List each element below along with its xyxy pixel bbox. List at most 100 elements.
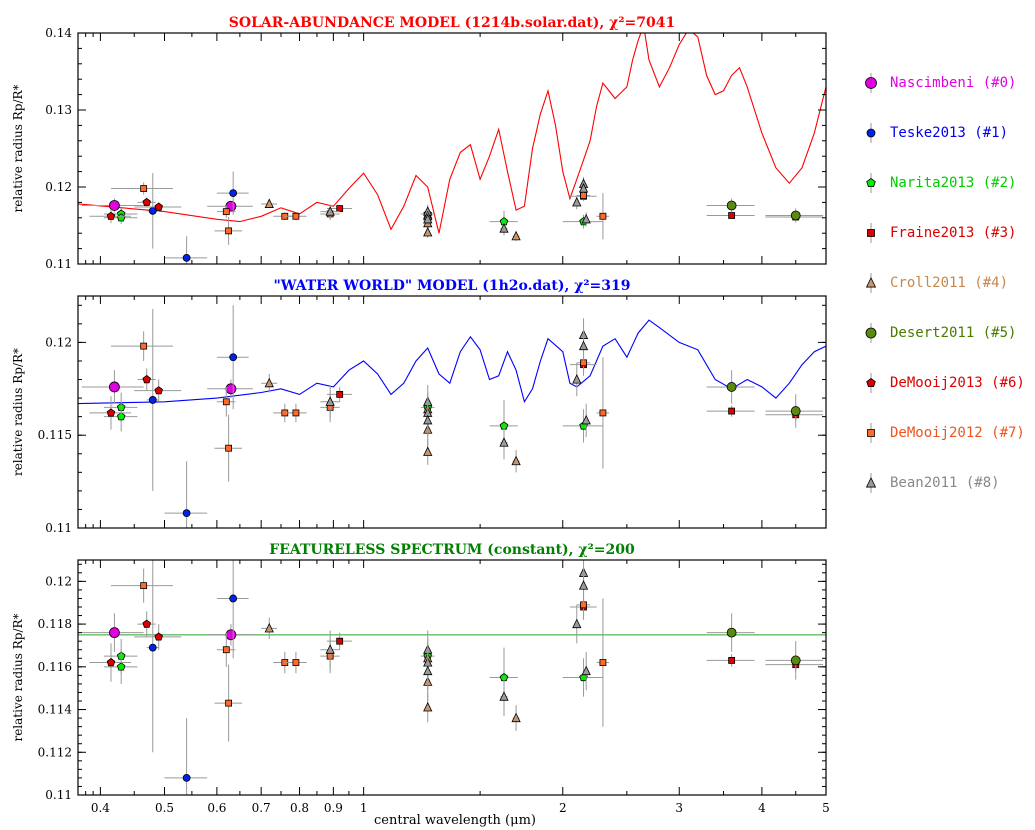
data-marker [264, 622, 274, 633]
y-tick-label: 0.12 [45, 574, 72, 588]
data-point [320, 385, 340, 419]
data-point [423, 651, 433, 691]
data-marker [225, 227, 233, 235]
data-point [765, 394, 824, 428]
legend-symbol [867, 229, 875, 237]
legend-item: Nascimbeni (#0) [860, 71, 1016, 95]
data-marker [728, 212, 736, 219]
data-marker [182, 253, 191, 262]
data-marker [726, 627, 737, 638]
data-point [423, 226, 433, 238]
y-tick-label: 0.11 [45, 521, 72, 535]
x-tick-label: 4 [758, 801, 766, 815]
data-point [110, 568, 173, 603]
data-marker [599, 659, 607, 666]
data-marker [148, 206, 157, 215]
legend-item: Croll2011 (#4) [860, 271, 1008, 295]
legend-label: Narita2013 (#2) [890, 175, 1017, 191]
data-marker [106, 658, 116, 667]
data-marker [225, 383, 237, 395]
data-point [81, 198, 144, 213]
data-marker [225, 629, 237, 641]
legend-marker [865, 323, 877, 343]
data-point [146, 173, 159, 249]
data-point [89, 209, 132, 224]
data-point [284, 403, 307, 423]
model-curve [78, 33, 826, 234]
data-point [706, 405, 755, 417]
legend-label: Bean2011 (#8) [890, 475, 1000, 491]
data-point [572, 362, 582, 397]
data-marker [142, 619, 151, 628]
data-marker [511, 455, 521, 466]
data-point [137, 197, 156, 208]
data-point [103, 401, 138, 432]
data-point [326, 632, 352, 650]
y-tick-label: 0.118 [38, 617, 72, 631]
data-point [81, 613, 144, 652]
data-point [89, 643, 132, 682]
data-point [207, 624, 253, 646]
data-marker [225, 444, 233, 452]
legend-symbol [866, 378, 876, 388]
data-point [81, 370, 144, 404]
legend-item: Bean2011 (#8) [860, 471, 1000, 495]
data-point [261, 373, 278, 393]
x-tick-label: 5 [822, 801, 830, 815]
data-marker [229, 353, 238, 362]
data-point [164, 236, 208, 264]
y-tick-label: 0.11 [45, 788, 72, 802]
legend-symbol [867, 429, 875, 437]
data-point [164, 718, 208, 795]
data-point [320, 630, 340, 669]
legend-item: Desert2011 (#5) [860, 321, 1016, 345]
legend-marker [866, 173, 876, 193]
data-marker [225, 699, 233, 707]
data-point [103, 649, 138, 684]
panel-2: "WATER WORLD" MODEL (1h2o.dat), χ²=319 0.… [11, 278, 827, 535]
data-marker [578, 580, 589, 590]
data-point [214, 414, 243, 482]
legend-marker [865, 73, 877, 93]
data-marker [726, 382, 737, 392]
data-point [137, 368, 156, 391]
data-marker [790, 210, 801, 221]
data-marker [109, 200, 120, 211]
x-tick-label: 0.9 [324, 801, 343, 815]
legend-marker [865, 473, 877, 493]
data-marker [423, 665, 433, 676]
panel-1: SOLAR-ABUNDANCE MODEL (1214b.solar.dat),… [11, 15, 827, 271]
data-marker [578, 340, 589, 351]
legend-label: Nascimbeni (#0) [890, 75, 1017, 91]
legend-item: DeMooij2013 (#6) [860, 371, 1025, 395]
data-marker [325, 206, 335, 216]
data-marker [148, 643, 157, 652]
data-point [596, 357, 610, 469]
y-tick-label: 0.14 [45, 26, 72, 40]
data-marker [728, 407, 736, 415]
data-point [562, 409, 603, 443]
data-marker [182, 774, 191, 782]
x-tick-label: 0.5 [155, 801, 174, 815]
data-point [423, 403, 433, 438]
data-point [261, 617, 278, 640]
data-marker [116, 412, 126, 421]
x-tick-label: 1 [360, 801, 368, 815]
data-marker [336, 390, 344, 398]
data-marker [109, 381, 120, 393]
data-point [214, 217, 243, 245]
x-tick-label: 3 [675, 801, 683, 815]
data-marker [140, 342, 148, 350]
data-point [216, 386, 236, 417]
data-point [207, 200, 253, 212]
data-point [423, 438, 433, 465]
data-marker [109, 627, 120, 639]
data-marker [336, 637, 344, 645]
data-marker [264, 198, 274, 208]
y-tick-label: 0.116 [38, 660, 72, 674]
legend-item: Narita2013 (#2) [860, 171, 1016, 195]
data-point [706, 370, 755, 404]
legend-label: Fraine2013 (#3) [890, 225, 1017, 241]
data-point [706, 198, 755, 213]
